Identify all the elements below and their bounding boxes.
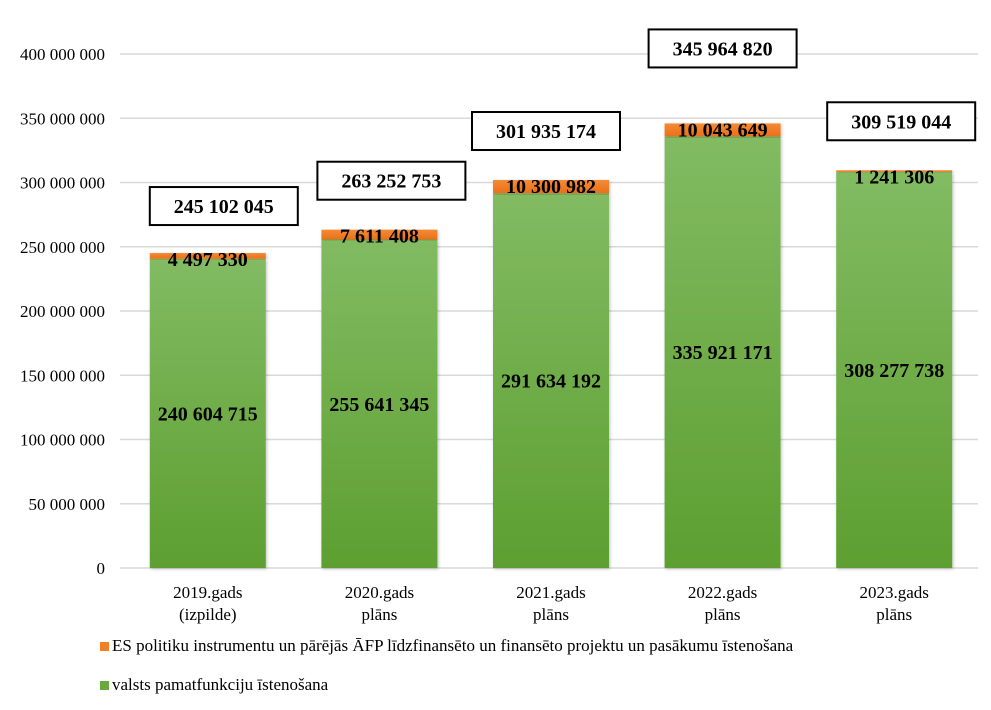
bar-segment-es-projects (493, 180, 609, 194)
data-label-state-functions: 308 277 738 (844, 360, 944, 382)
x-tick-label: 2020.gads (345, 583, 414, 602)
data-labels: 240 604 715 4 497 330 245 102 045 255 641 3… (148, 28, 977, 425)
legend-label: ES politiku instrumentu un pārējās ĀFP l… (112, 636, 794, 655)
total-label-box (316, 160, 467, 201)
y-tick-label: 150 000 000 (20, 366, 105, 385)
x-tick-label: plāns (361, 605, 397, 624)
total-label: 309 519 044 (851, 111, 951, 133)
x-tick-label: plāns (876, 605, 912, 624)
total-label: 263 252 753 (341, 171, 441, 193)
x-tick-label: 2022.gads (688, 583, 757, 602)
y-tick-label: 250 000 000 (20, 238, 105, 257)
bar-segment-state-functions (493, 193, 609, 568)
bar-segment-es-projects (321, 229, 438, 240)
data-label-es-projects: 10 043 649 (678, 119, 768, 141)
y-tick-label: 100 000 000 (20, 431, 105, 450)
total-label-box (826, 101, 977, 142)
legend-label: valsts pamatfunkciju īstenošana (112, 675, 329, 694)
data-label-es-projects: 1 241 306 (854, 166, 934, 188)
legend-swatch-green (100, 680, 109, 690)
y-tick-label: 300 000 000 (20, 174, 105, 193)
data-label-es-projects: 10 300 982 (506, 176, 596, 198)
legend-item-state-functions: valsts pamatfunkciju īstenošana (100, 675, 328, 695)
y-tick-label: 400 000 000 (20, 45, 105, 64)
total-label-box (471, 111, 621, 152)
data-label-state-functions: 240 604 715 (158, 403, 258, 425)
total-label-box (148, 186, 299, 227)
total-label: 301 935 174 (496, 121, 596, 143)
bar-segment-es-projects (836, 170, 953, 172)
bar-segment-state-functions (149, 258, 266, 568)
y-tick-label: 200 000 000 (20, 302, 105, 321)
legend-swatch-orange (100, 641, 109, 651)
x-tick-label: (izpilde) (179, 605, 237, 624)
total-label-box (647, 28, 798, 69)
x-tick-label: plāns (533, 605, 569, 624)
data-label-state-functions: 335 921 171 (673, 342, 773, 364)
bar-segment-es-projects (664, 123, 781, 137)
x-tick-label: plāns (705, 605, 741, 624)
bar-segment-state-functions (321, 239, 438, 569)
data-label-state-functions: 255 641 345 (329, 394, 429, 416)
y-tick-label: 0 (97, 559, 106, 578)
y-tick-label: 350 000 000 (20, 109, 105, 128)
data-label-state-functions: 291 634 192 (501, 371, 601, 393)
bar-segment-es-projects (149, 253, 266, 259)
x-tick-label: 2019.gads (173, 583, 242, 602)
data-label-es-projects: 4 497 330 (168, 249, 248, 271)
y-tick-label: 50 000 000 (29, 495, 106, 514)
stacked-bar-chart: 0 50 000 000 100 000 000 150 000 000 200 000… (20, 28, 978, 624)
legend-item-es-projects: ES politiku instrumentu un pārējās ĀFP l… (100, 636, 793, 656)
total-label: 245 102 045 (174, 196, 274, 218)
bar-segment-state-functions (836, 171, 953, 569)
x-axis: 2019.gads (izpilde) 2020.gads plāns 2021.gad… (173, 583, 929, 624)
bar-segment-state-functions (664, 136, 781, 568)
total-label: 345 964 820 (673, 38, 773, 60)
data-label-es-projects: 7 611 408 (340, 226, 419, 248)
x-tick-label: 2023.gads (859, 583, 928, 602)
bars (149, 123, 953, 569)
y-axis: 0 50 000 000 100 000 000 150 000 000 200 000… (20, 45, 105, 578)
x-tick-label: 2021.gads (516, 583, 585, 602)
